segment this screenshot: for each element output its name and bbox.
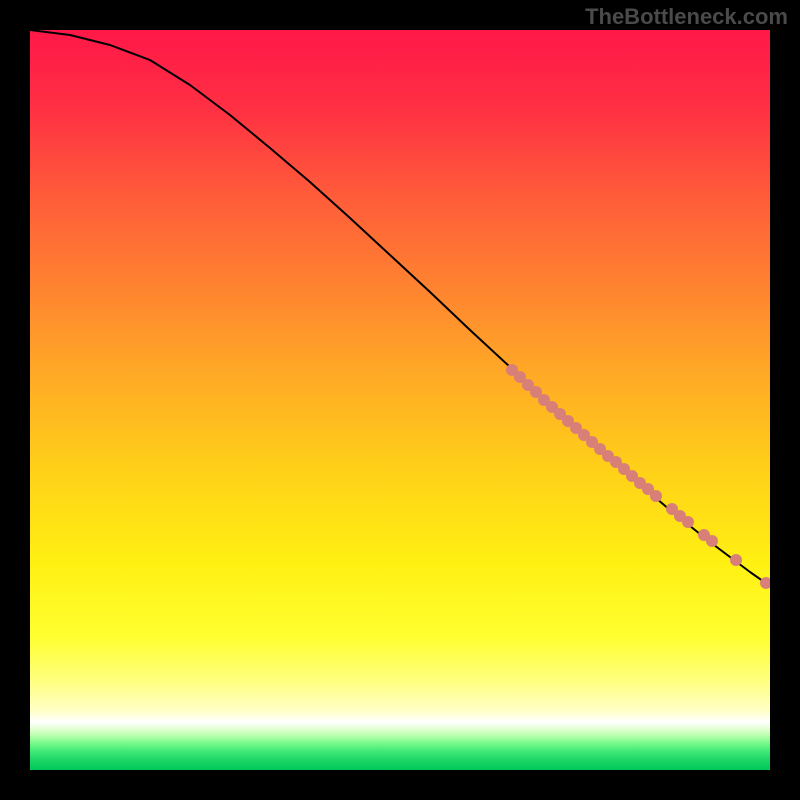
data-marker — [682, 516, 694, 528]
data-marker — [730, 554, 742, 566]
plot-area — [30, 30, 770, 770]
data-marker — [706, 535, 718, 547]
data-marker — [650, 490, 662, 502]
chart-svg — [30, 30, 770, 770]
gradient-background — [30, 30, 770, 770]
watermark-text: TheBottleneck.com — [585, 4, 788, 30]
outer-frame: TheBottleneck.com — [0, 0, 800, 800]
